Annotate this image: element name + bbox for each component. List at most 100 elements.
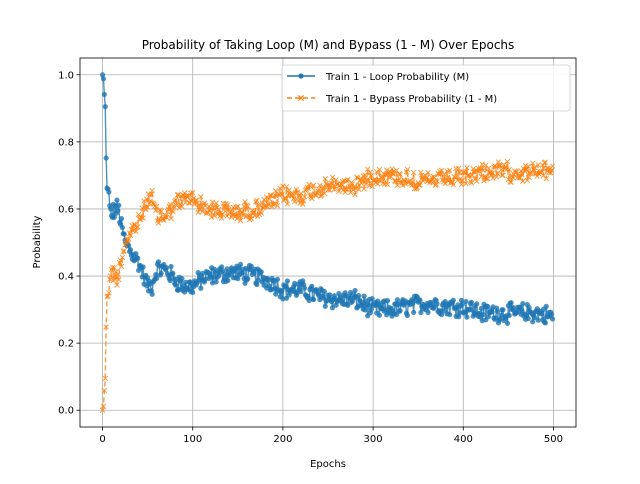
data-point — [329, 305, 336, 311]
data-point — [417, 182, 423, 188]
data-point — [222, 208, 228, 214]
series-layer — [99, 72, 556, 413]
data-point — [197, 206, 203, 213]
data-point — [500, 307, 506, 313]
data-point — [189, 189, 196, 196]
data-point — [134, 223, 141, 230]
data-point — [480, 167, 486, 174]
data-point — [361, 186, 367, 192]
data-point — [117, 257, 124, 264]
data-point — [101, 91, 107, 98]
data-point — [115, 208, 121, 214]
data-point — [237, 217, 244, 224]
data-point — [543, 303, 549, 309]
x-tick-label: 500 — [544, 434, 563, 445]
data-point — [235, 214, 242, 220]
data-point — [310, 297, 317, 303]
data-point — [99, 72, 106, 78]
data-point — [114, 282, 120, 288]
data-point — [411, 309, 417, 316]
data-point — [140, 215, 146, 221]
data-point — [198, 285, 204, 291]
data-point — [272, 201, 278, 207]
data-point — [163, 214, 170, 221]
data-point — [116, 202, 122, 208]
data-point — [274, 202, 281, 209]
data-point — [542, 320, 548, 326]
data-point — [101, 387, 108, 394]
data-point — [221, 203, 228, 210]
data-point — [535, 317, 541, 323]
data-point — [172, 197, 179, 203]
data-point — [492, 164, 499, 170]
data-point — [358, 180, 365, 186]
data-point — [362, 307, 368, 313]
ticks: 0 100 200 300 400 500 0.0 0.2 0.4 0.6 0.8 1.0 — [58, 70, 563, 445]
y-tick-label: 0.0 — [58, 406, 74, 417]
data-point — [362, 172, 368, 178]
data-point — [349, 181, 356, 187]
data-point — [549, 163, 556, 169]
data-point — [279, 191, 285, 198]
data-point — [450, 182, 457, 188]
data-point — [121, 231, 127, 237]
data-point — [464, 165, 470, 171]
data-point — [279, 287, 285, 294]
data-point — [111, 214, 117, 220]
data-point — [519, 171, 525, 178]
data-point — [543, 175, 549, 182]
data-point — [425, 309, 431, 315]
x-tick-label: 200 — [273, 434, 292, 445]
data-point — [306, 181, 312, 188]
y-tick-label: 0.6 — [58, 204, 74, 215]
data-point — [459, 301, 465, 308]
legend-label-loop: Train 1 - Loop Probability (M) — [325, 72, 469, 83]
data-point — [188, 190, 194, 196]
data-point — [149, 187, 155, 194]
x-tick-label: 400 — [454, 434, 473, 445]
data-point — [258, 269, 264, 275]
data-point — [254, 281, 260, 288]
data-point — [263, 194, 270, 200]
data-point — [163, 265, 170, 271]
data-point — [447, 311, 453, 318]
data-point — [181, 190, 188, 196]
data-point — [248, 215, 255, 222]
data-point — [158, 270, 164, 276]
data-point — [531, 314, 538, 321]
data-point — [397, 308, 403, 314]
data-point — [508, 179, 514, 186]
data-point — [402, 181, 409, 187]
data-point — [133, 228, 139, 235]
data-point — [470, 166, 476, 172]
data-point — [282, 196, 289, 202]
data-point — [168, 215, 174, 222]
data-point — [404, 312, 410, 319]
data-point — [517, 175, 523, 181]
data-point — [333, 177, 339, 183]
data-point — [384, 298, 391, 304]
data-point — [439, 312, 445, 318]
data-point — [175, 191, 182, 198]
data-point — [345, 302, 351, 308]
data-point — [121, 248, 127, 254]
data-point — [525, 163, 531, 170]
data-point — [454, 174, 460, 180]
data-point — [141, 198, 147, 204]
data-point — [105, 293, 111, 299]
legend-marker-loop — [298, 73, 304, 79]
data-point — [438, 167, 445, 174]
data-point — [355, 186, 362, 193]
data-point — [376, 312, 382, 318]
data-point — [499, 172, 505, 178]
data-point — [520, 301, 526, 307]
data-point — [301, 285, 308, 291]
data-point — [99, 407, 106, 413]
data-point — [355, 175, 361, 181]
data-point — [114, 197, 120, 203]
data-point — [480, 312, 486, 318]
data-point — [115, 271, 121, 278]
x-tick-label: 300 — [364, 434, 383, 445]
data-point — [464, 314, 470, 320]
data-point — [463, 298, 469, 305]
